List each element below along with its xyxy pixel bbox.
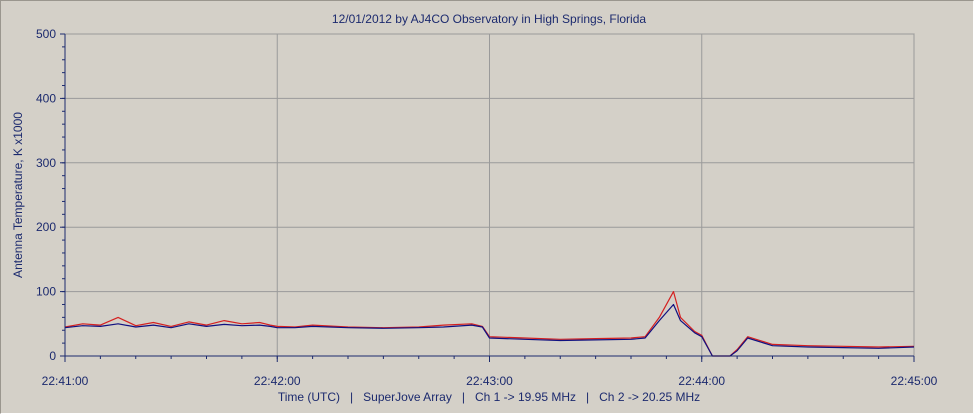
x-tick-label: 22:42:00 [254,374,301,388]
x-tick-label: 22:43:00 [466,374,513,388]
axes: 0 100 200 300 400 500 22:41:00 22:42:00 22:43:00… [36,27,938,388]
y-tick-label: 100 [36,285,56,299]
y-tick-label: 200 [36,220,56,234]
series-line-2 [64,303,915,357]
x-axis-label: Time (UTC) | SuperJove Array | Ch 1 -> 1… [278,390,700,404]
y-tick-label: 0 [49,349,56,363]
x-tick-label: 22:44:00 [678,374,725,388]
y-axis-label: Antenna Temperature, K x1000 [11,112,25,278]
series-layer [64,291,915,357]
x-tick-label: 22:45:00 [891,374,938,388]
y-tick-label: 500 [36,27,56,41]
y-tick-label: 300 [36,156,56,170]
y-tick-label: 400 [36,91,56,105]
chart-title: 12/01/2012 by AJ4CO Observatory in High … [332,12,646,26]
x-tick-label: 22:41:00 [42,374,89,388]
